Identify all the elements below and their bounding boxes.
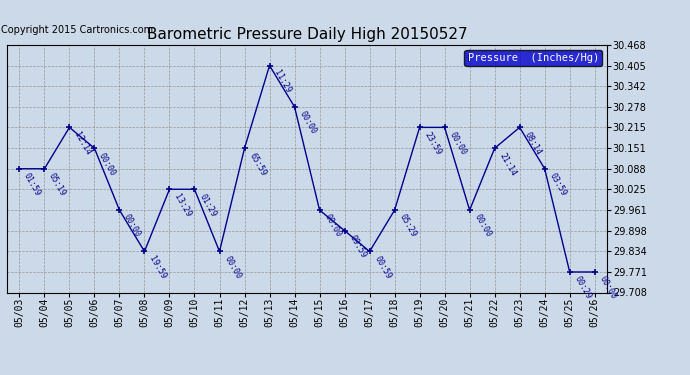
Text: 09:59: 09:59 <box>347 233 368 260</box>
Text: 65:59: 65:59 <box>247 151 268 177</box>
Text: 19:59: 19:59 <box>147 254 168 280</box>
Text: 00:00: 00:00 <box>97 151 117 177</box>
Text: 00:00: 00:00 <box>297 110 317 136</box>
Text: Copyright 2015 Cartronics.com: Copyright 2015 Cartronics.com <box>1 25 153 35</box>
Text: 11:29: 11:29 <box>273 68 293 94</box>
Legend: Pressure  (Inches/Hg): Pressure (Inches/Hg) <box>464 50 602 66</box>
Text: 00:00: 00:00 <box>473 213 493 239</box>
Text: 00:00: 00:00 <box>122 213 143 239</box>
Text: 12:14: 12:14 <box>72 130 92 156</box>
Text: 23:59: 23:59 <box>422 130 443 156</box>
Text: 00:00: 00:00 <box>322 213 343 239</box>
Text: 00:29: 00:29 <box>573 275 593 301</box>
Text: 13:29: 13:29 <box>172 192 193 218</box>
Text: 00:00: 00:00 <box>222 254 243 280</box>
Text: 00:00: 00:00 <box>447 130 468 156</box>
Text: 08:14: 08:14 <box>522 130 543 156</box>
Text: 00:00: 00:00 <box>598 275 618 301</box>
Text: 05:19: 05:19 <box>47 171 68 198</box>
Title: Barometric Pressure Daily High 20150527: Barometric Pressure Daily High 20150527 <box>147 27 467 42</box>
Text: 00:59: 00:59 <box>373 254 393 280</box>
Text: 05:29: 05:29 <box>397 213 417 239</box>
Text: 01:59: 01:59 <box>22 171 43 198</box>
Text: 01:29: 01:29 <box>197 192 217 218</box>
Text: 03:59: 03:59 <box>547 171 568 198</box>
Text: 21:14: 21:14 <box>497 151 518 177</box>
